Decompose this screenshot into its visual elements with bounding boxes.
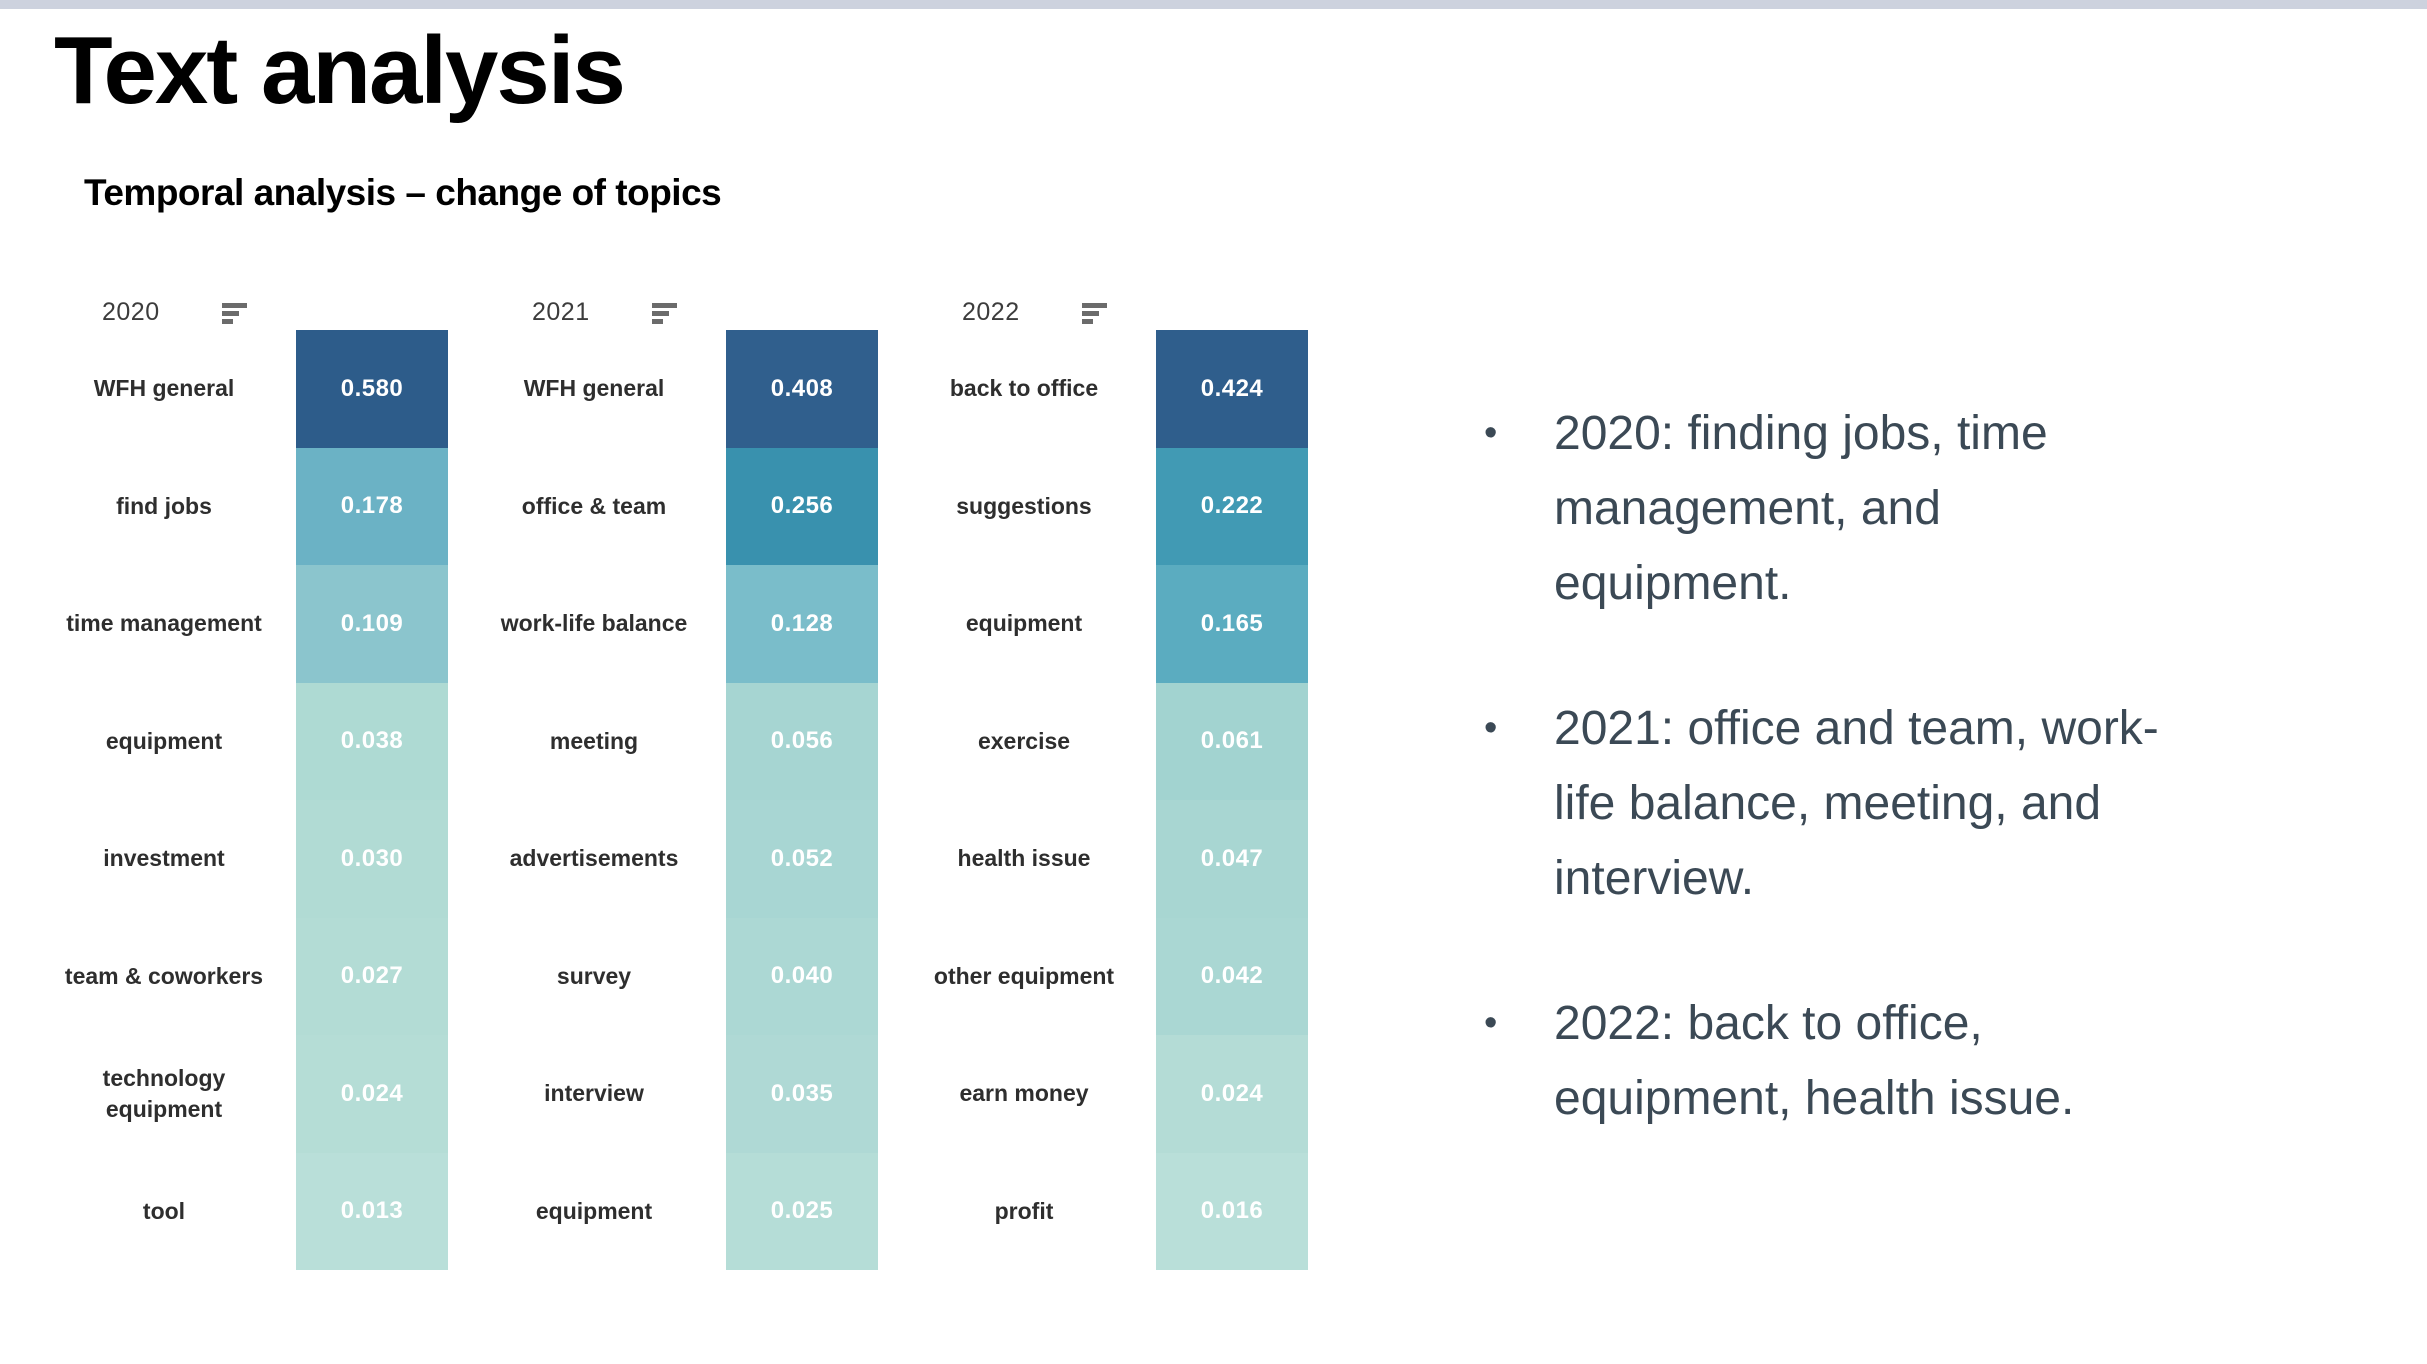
topic-label: survey	[556, 962, 632, 989]
bullet-text: 2020: finding jobs, time management, and…	[1554, 407, 2048, 610]
topic-values: 0.580 0.178 0.109 0.038 0.030 0.027 0.02…	[296, 330, 448, 1270]
year-label: 2020	[102, 297, 160, 326]
year-column-2020: 2020 WFH general find jobs time manageme…	[40, 294, 448, 1270]
topic-value-cell: 0.024	[296, 1035, 448, 1153]
topic-values: 0.408 0.256 0.128 0.056 0.052 0.040 0.03…	[726, 330, 878, 1270]
bullet-text: 2022: back to office, equipment, health …	[1554, 997, 2075, 1125]
bullet-marker: •	[1484, 707, 1498, 749]
topic-label: equipment	[965, 610, 1083, 637]
topic-labels: back to office suggestions equipment exe…	[900, 330, 1148, 1270]
topic-value-cell: 0.038	[296, 682, 448, 800]
topic-value-cell: 0.165	[1156, 565, 1308, 683]
topic-label: office & team	[521, 492, 667, 519]
topic-value-cell: 0.061	[1156, 682, 1308, 800]
topic-value-cell: 0.256	[726, 447, 878, 565]
year-column-2022: 2022 back to office suggestions equipmen…	[900, 294, 1308, 1270]
topic-label: profit	[994, 1197, 1054, 1224]
topic-value-cell: 0.109	[296, 565, 448, 683]
topic-label: interview	[544, 1080, 644, 1107]
year-label: 2021	[532, 297, 590, 326]
topic-label: earn money	[959, 1080, 1089, 1107]
sort-descending-icon[interactable]	[1081, 300, 1109, 325]
topic-label: health issue	[957, 845, 1091, 872]
sort-descending-icon[interactable]	[221, 300, 249, 325]
topic-values: 0.424 0.222 0.165 0.061 0.047 0.042 0.02…	[1156, 330, 1308, 1270]
bullet-item: • 2021: office and team, work-life balan…	[1482, 691, 2174, 916]
topic-label: other equipment	[933, 962, 1115, 989]
table-body: WFH general office & team work-life bala…	[470, 330, 878, 1270]
topic-heatmap: 2020 WFH general find jobs time manageme…	[40, 294, 1308, 1270]
page-subtitle: Temporal analysis – change of topics	[84, 172, 722, 213]
summary-bullets: • 2020: finding jobs, time management, a…	[1482, 396, 2262, 1206]
table-body: WFH general find jobs time management eq…	[40, 330, 448, 1270]
topic-value-cell: 0.056	[726, 682, 878, 800]
bullet-item: • 2022: back to office, equipment, healt…	[1482, 986, 2174, 1136]
topic-label: equipment	[535, 1197, 653, 1224]
page-title: Text analysis	[54, 17, 626, 124]
sort-descending-icon[interactable]	[651, 300, 679, 325]
topic-value-cell: 0.025	[726, 1152, 878, 1270]
topic-labels: WFH general find jobs time management eq…	[40, 330, 288, 1270]
topic-value-cell: 0.052	[726, 800, 878, 918]
topic-label: equipment	[105, 727, 223, 754]
topic-label: technology equipment	[102, 1064, 226, 1122]
topic-label: WFH general	[523, 375, 665, 402]
topic-label: advertisements	[509, 845, 679, 872]
topic-label: suggestions	[956, 492, 1092, 519]
topic-value-cell: 0.580	[296, 330, 448, 448]
topic-value-cell: 0.013	[296, 1152, 448, 1270]
topic-value-cell: 0.035	[726, 1035, 878, 1153]
bullet-marker: •	[1484, 1002, 1498, 1044]
topic-value-cell: 0.027	[296, 917, 448, 1035]
topic-value-cell: 0.042	[1156, 917, 1308, 1035]
topic-value-cell: 0.024	[1156, 1035, 1308, 1153]
topic-value-cell: 0.047	[1156, 800, 1308, 918]
topic-value-cell: 0.030	[296, 800, 448, 918]
topic-label: work-life balance	[500, 610, 688, 637]
topic-label: back to office	[949, 375, 1099, 402]
year-header-2021: 2021	[470, 294, 878, 330]
bullet-item: • 2020: finding jobs, time management, a…	[1482, 396, 2174, 621]
topic-value-cell: 0.016	[1156, 1152, 1308, 1270]
bullet-marker: •	[1484, 412, 1498, 454]
year-column-2021: 2021 WFH general office & team work-life…	[470, 294, 878, 1270]
topic-label: exercise	[977, 727, 1071, 754]
topic-labels: WFH general office & team work-life bala…	[470, 330, 718, 1270]
topic-value-cell: 0.178	[296, 447, 448, 565]
topic-value-cell: 0.222	[1156, 447, 1308, 565]
topic-label: find jobs	[116, 492, 212, 519]
table-body: back to office suggestions equipment exe…	[900, 330, 1308, 1270]
topic-label: meeting	[549, 727, 639, 754]
topic-label: WFH general	[93, 375, 235, 402]
year-header-2020: 2020	[40, 294, 448, 330]
bullet-text: 2021: office and team, work-life balance…	[1554, 702, 2159, 905]
topic-value-cell: 0.128	[726, 565, 878, 683]
topic-label: tool	[142, 1197, 186, 1224]
window-top-bar	[0, 0, 2427, 9]
topic-value-cell: 0.408	[726, 330, 878, 448]
topic-label: investment	[103, 845, 225, 872]
year-label: 2022	[962, 297, 1020, 326]
topic-label: team & coworkers	[64, 962, 264, 989]
topic-label: time management	[66, 610, 262, 637]
topic-value-cell: 0.424	[1156, 330, 1308, 448]
year-header-2022: 2022	[900, 294, 1308, 330]
topic-value-cell: 0.040	[726, 917, 878, 1035]
